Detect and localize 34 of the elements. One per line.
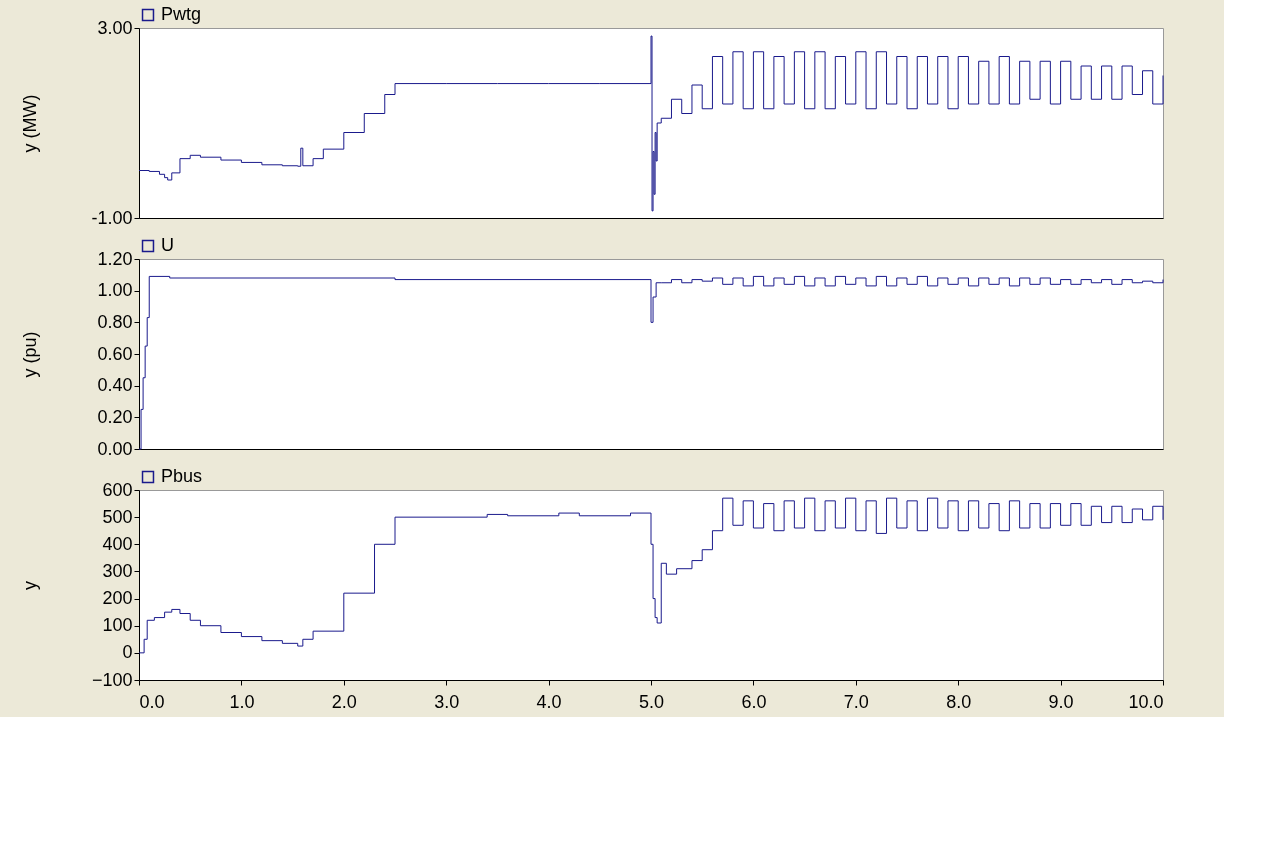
legend-label: U — [161, 235, 174, 255]
x-tick-label: 3.0 — [434, 691, 460, 712]
legend-label: Pbus — [161, 466, 203, 486]
y-tick-label: 100 — [102, 615, 133, 636]
y-tick-label: 0 — [122, 642, 133, 663]
x-tick-label: 7.0 — [843, 691, 869, 712]
y-tick-label: 300 — [102, 560, 133, 581]
y-tick-label: −100 — [91, 669, 133, 690]
legend-label: Pwtg — [161, 4, 202, 24]
x-tick-label: 10.0 — [1128, 691, 1164, 712]
x-tick-label: 4.0 — [536, 691, 562, 712]
y-axis-title: y — [19, 581, 40, 590]
y-tick-label: 0.20 — [97, 406, 133, 427]
y-tick-label: 0.40 — [97, 375, 133, 396]
x-tick-label: 8.0 — [946, 691, 972, 712]
y-tick-label: 1.20 — [97, 248, 133, 269]
y-axis-title: y (MW) — [19, 94, 40, 153]
x-tick-label: 1.0 — [229, 691, 255, 712]
x-tick-label: 2.0 — [331, 691, 357, 712]
x-tick-label: 5.0 — [638, 691, 665, 712]
y-tick-label: 200 — [102, 588, 133, 609]
x-tick-label: 6.0 — [741, 691, 767, 712]
y-tick-label: 3.00 — [97, 17, 133, 38]
y-tick-label: 0.80 — [97, 311, 133, 332]
y-tick-label: 500 — [102, 506, 133, 527]
y-tick-label: 1.00 — [97, 280, 133, 301]
y-tick-label: 400 — [102, 533, 133, 554]
y-tick-label: 0.60 — [97, 343, 133, 364]
x-tick-label: 0.0 — [139, 691, 165, 712]
y-tick-label: 600 — [102, 479, 133, 500]
y-axis-title: y (pu) — [19, 331, 40, 378]
y-tick-label: 0.00 — [97, 438, 133, 459]
x-tick-label: 9.0 — [1048, 691, 1074, 712]
y-tick-label: -1.00 — [91, 207, 133, 228]
